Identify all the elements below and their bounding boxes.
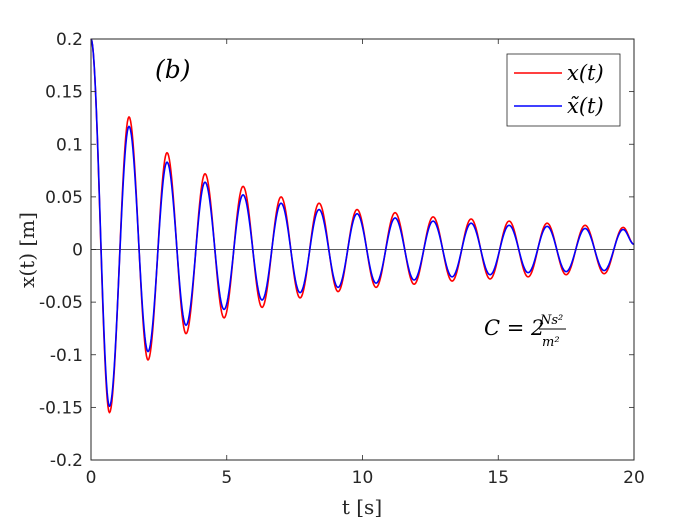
x-tick-label: 0 [86, 468, 97, 488]
y-tick-label: 0.1 [56, 135, 83, 155]
y-tick-label: -0.15 [39, 398, 83, 418]
y-tick-label: -0.05 [39, 293, 83, 313]
y-tick-label: 0.15 [45, 83, 83, 103]
series-layer [90, 38, 635, 414]
x-tick-label: 20 [623, 468, 645, 488]
x-tick-label: 5 [221, 468, 232, 488]
y-tick-label: -0.1 [50, 346, 83, 366]
annotation-denominator: m² [542, 335, 560, 350]
annotation-c: C = 2 [484, 316, 544, 340]
x-tick-label: 10 [352, 468, 374, 488]
y-axis-label: x(t) [m] [15, 212, 39, 288]
y-tick-label: 0.2 [56, 30, 83, 50]
y-tick-label: 0.05 [45, 188, 83, 208]
legend-label-xt: x(t) [567, 61, 604, 85]
legend: x(t) x̃(t) [506, 53, 621, 127]
y-tick-label: 0 [72, 241, 83, 261]
series-line-xtilde [90, 38, 635, 408]
annotation-numerator: Ns² [539, 313, 563, 328]
x-tick-label: 15 [487, 468, 509, 488]
ticks-layer: 0 5 10 15 20 -0.2 -0.15 -0.1 -0.05 0 0.05 0.1 0.15 0.… [39, 30, 645, 488]
legend-label-xtilde: x̃(t) [567, 94, 604, 118]
x-axis-label: t [s] [342, 495, 382, 519]
y-tick-label: -0.2 [50, 451, 83, 471]
panel-label: (b) [155, 55, 191, 84]
legend-box [506, 53, 621, 127]
damping-annotation: C = 2 Ns² m² [484, 313, 566, 350]
